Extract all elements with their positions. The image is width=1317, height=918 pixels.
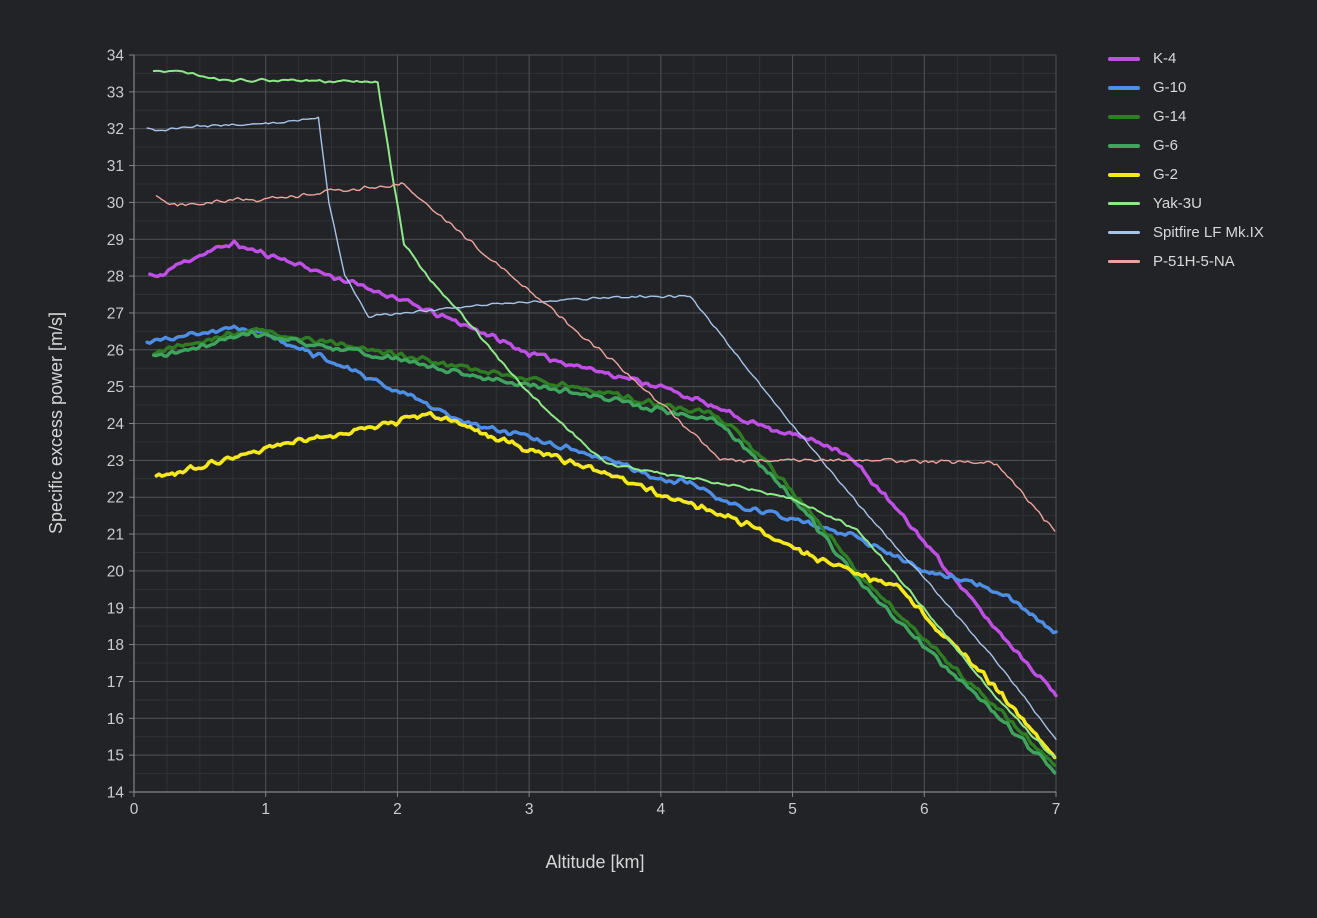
y-tick-label: 29 (107, 232, 124, 249)
series-line-g-14 (152, 326, 1057, 768)
x-tick-label: 7 (1052, 801, 1061, 818)
legend-item-g-6[interactable]: G-6 (1108, 131, 1264, 160)
legend-swatch (1108, 202, 1140, 205)
series-line-g-6 (152, 329, 1057, 775)
y-tick-label: 23 (107, 453, 124, 470)
tick-labels: 0 1 2 3 4 5 6 714151617181920212223242526272829… (107, 48, 1061, 819)
series-line-k-4 (148, 239, 1058, 698)
y-tick-label: 14 (107, 785, 125, 802)
x-tick-label: 3 (525, 801, 534, 818)
y-tick-label: 21 (107, 527, 124, 544)
y-tick-label: 27 (107, 305, 124, 322)
y-tick-label: 33 (107, 84, 124, 101)
y-axis-title: Specific excess power [m/s] (46, 312, 66, 534)
y-tick-label: 32 (107, 121, 124, 138)
y-tick-label: 17 (107, 674, 124, 691)
legend-label: Yak-3U (1153, 195, 1202, 212)
legend-item-yak-3u[interactable]: Yak-3U (1108, 189, 1264, 218)
y-tick-label: 28 (107, 269, 124, 286)
legend-swatch (1108, 56, 1140, 61)
x-tick-label: 1 (261, 801, 270, 818)
y-tick-label: 18 (107, 637, 124, 654)
y-tick-label: 15 (107, 748, 124, 765)
series-line-spitfire-lf-mk-ix (146, 116, 1057, 741)
y-tick-label: 31 (107, 158, 124, 175)
data-series-lines (145, 69, 1058, 775)
grid-major-lines (133, 54, 1057, 793)
y-tick-label: 26 (107, 342, 124, 359)
x-tick-label: 4 (657, 801, 666, 818)
x-tick-label: 2 (393, 801, 402, 818)
series-line-yak-3u (152, 69, 1056, 759)
legend-label: G-6 (1153, 137, 1179, 154)
y-tick-label: 24 (107, 416, 125, 433)
y-tick-label: 22 (107, 490, 124, 507)
legend-label: G-10 (1153, 79, 1187, 96)
x-axis-title: Altitude [km] (545, 852, 644, 872)
legend-item-spitfire-lf-mk-ix[interactable]: Spitfire LF Mk.IX (1108, 218, 1264, 247)
legend: K-4 G-10 G-14 G-6 G-2 Yak-3U Spitfire LF Mk.IX… (1108, 44, 1264, 276)
legend-label: P-51H-5-NA (1153, 253, 1235, 270)
legend-swatch (1108, 231, 1140, 234)
legend-item-g-10[interactable]: G-10 (1108, 73, 1264, 102)
y-tick-label: 34 (107, 48, 125, 65)
y-tick-label: 20 (107, 563, 125, 580)
x-tick-label: 0 (130, 801, 139, 818)
legend-item-g-2[interactable]: G-2 (1108, 160, 1264, 189)
series-line-g-2 (154, 410, 1057, 760)
legend-item-k-4[interactable]: K-4 (1108, 44, 1264, 73)
legend-label: G-14 (1153, 108, 1187, 125)
y-tick-label: 30 (107, 195, 125, 212)
x-tick-label: 6 (920, 801, 929, 818)
y-tick-label: 16 (107, 711, 124, 728)
axis-lines (129, 54, 1057, 797)
series-line-p-51h-5-na (155, 182, 1056, 532)
legend-swatch (1108, 85, 1140, 90)
x-tick-label: 5 (788, 801, 797, 818)
legend-swatch (1108, 143, 1140, 148)
legend-item-g-14[interactable]: G-14 (1108, 102, 1264, 131)
y-tick-label: 19 (107, 600, 124, 617)
legend-label: Spitfire LF Mk.IX (1153, 224, 1264, 241)
legend-swatch (1108, 114, 1140, 119)
legend-swatch (1108, 172, 1140, 177)
legend-item-p-51h-5-na[interactable]: P-51H-5-NA (1108, 247, 1264, 276)
legend-label: G-2 (1153, 166, 1179, 183)
legend-label: K-4 (1153, 50, 1177, 67)
legend-swatch (1108, 260, 1140, 263)
y-tick-label: 25 (107, 379, 124, 396)
